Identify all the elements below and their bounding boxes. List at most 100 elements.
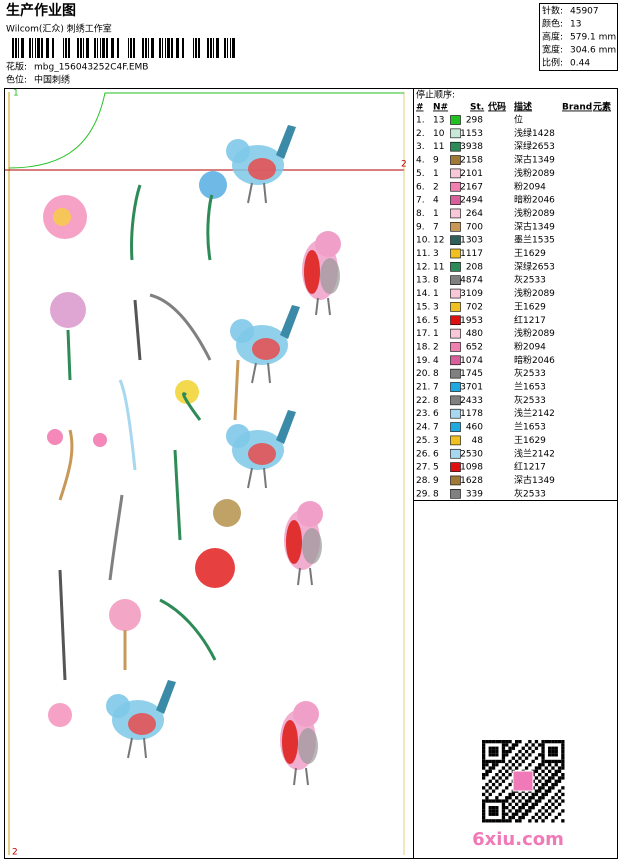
qr-module	[534, 740, 539, 744]
qr-module	[501, 812, 506, 816]
bar	[213, 38, 214, 58]
needle-number: 8	[433, 396, 439, 406]
qr-module	[541, 746, 545, 750]
qr-module	[488, 799, 492, 803]
needle-number: 1	[433, 209, 439, 219]
bar	[65, 38, 67, 58]
qr-module	[518, 763, 522, 767]
stitch-count: 2433	[460, 396, 483, 406]
color-swatch	[450, 355, 461, 366]
qr-module	[521, 753, 525, 757]
qr-module	[544, 809, 548, 813]
qr-module	[485, 799, 489, 803]
qr-module	[544, 779, 548, 783]
color-swatch	[450, 222, 461, 232]
qr-module	[488, 769, 492, 773]
stem	[206, 194, 214, 261]
qr-module	[505, 753, 509, 757]
qr-module	[488, 740, 492, 744]
bird-head	[226, 139, 250, 163]
qr-module	[485, 782, 489, 787]
stitch-count: 298	[466, 116, 483, 126]
studio-name: Wilcom(汇众) 刺绣工作室	[6, 23, 112, 35]
description: 暗粉2046	[514, 194, 555, 206]
stop-number: 14.	[416, 289, 430, 299]
outline-path	[8, 92, 404, 169]
qr-module	[534, 766, 539, 770]
bar	[207, 38, 209, 58]
stitch-count: 2494	[460, 196, 483, 206]
qr-module	[538, 753, 542, 757]
qr-module	[531, 759, 535, 764]
stat-label: 颜色:	[542, 18, 563, 30]
qr-module	[541, 792, 545, 797]
bar	[176, 38, 179, 58]
color-swatch	[450, 275, 461, 286]
stop-number: 12.	[416, 262, 430, 272]
qr-module	[521, 802, 525, 806]
marker: 2	[12, 848, 18, 858]
description: 粉2094	[514, 340, 546, 352]
qr-module	[521, 812, 525, 816]
stitch-count: 339	[466, 489, 483, 499]
color-swatch	[450, 302, 461, 312]
qr-module	[554, 769, 558, 773]
bird-tail	[280, 305, 300, 339]
qr-module	[505, 819, 509, 823]
bar	[46, 38, 49, 58]
needle-number: 6	[433, 409, 439, 419]
qr-module	[541, 759, 545, 764]
bar	[162, 38, 163, 58]
stem	[58, 569, 67, 681]
qr-module	[541, 806, 545, 810]
qr-module	[544, 789, 548, 793]
qr-module	[491, 809, 496, 813]
qr-module	[511, 815, 515, 820]
color-label: 色位:	[6, 74, 27, 86]
stem	[233, 359, 240, 421]
qr-module	[531, 743, 535, 747]
bird	[284, 501, 323, 586]
qr-module	[515, 802, 519, 806]
qr-module	[528, 753, 532, 757]
stop-number: 11.	[416, 249, 430, 259]
marker: 1	[13, 89, 19, 99]
qr-module	[561, 773, 565, 777]
qr-module	[511, 743, 515, 747]
column-header: #	[416, 103, 424, 113]
stem	[58, 429, 74, 501]
stitch-count: 2167	[460, 182, 483, 192]
qr-module	[551, 749, 555, 754]
description: 深古1349	[514, 220, 555, 232]
bar	[80, 38, 82, 58]
bird-head	[106, 694, 130, 718]
qr-module	[534, 776, 539, 780]
bird	[230, 305, 300, 384]
description: 王1629	[514, 301, 546, 312]
description: 浅粉2089	[514, 287, 555, 299]
qr-module	[534, 799, 539, 803]
qr-module	[485, 796, 489, 800]
flower	[50, 292, 86, 328]
qr-module	[554, 773, 558, 777]
qr-module	[521, 796, 525, 800]
embroidery-art	[43, 125, 341, 786]
qr-module	[495, 746, 499, 750]
qr-module	[561, 743, 565, 747]
qr-module	[485, 763, 489, 767]
qr-module	[495, 799, 499, 803]
stop-number: 4.	[416, 156, 425, 166]
bird-belly	[302, 528, 322, 564]
stop-number: 22.	[416, 396, 430, 406]
qr-module	[488, 809, 492, 813]
qr-module	[482, 759, 486, 764]
qr-module	[488, 746, 492, 750]
needle-number: 13	[433, 116, 444, 126]
qr-module	[501, 749, 506, 754]
stem	[118, 379, 137, 471]
qr-module	[488, 779, 492, 783]
qr-module	[518, 799, 522, 803]
qr-module	[485, 769, 489, 773]
stitch-count: 700	[466, 222, 483, 232]
